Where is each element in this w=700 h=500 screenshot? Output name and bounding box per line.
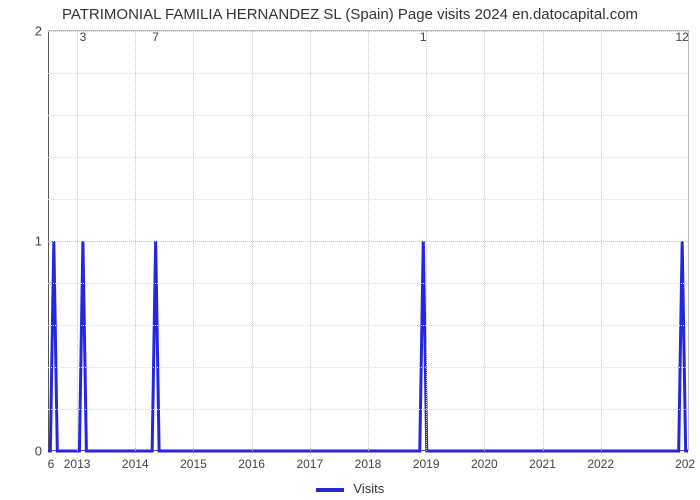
xtick-label-edge: 202	[675, 457, 695, 471]
gridline-h	[48, 31, 688, 32]
legend-swatch	[316, 488, 344, 492]
xtick-label-edge: 6	[48, 457, 55, 471]
legend-label: Visits	[353, 481, 384, 496]
chart-legend: Visits	[0, 481, 700, 496]
gridline-h-minor	[48, 115, 688, 116]
xtick-label: 2022	[587, 457, 614, 471]
ytick-label: 1	[22, 234, 42, 249]
xtick-label: 2015	[180, 457, 207, 471]
gridline-h	[48, 241, 688, 242]
xtick-label: 2016	[238, 457, 265, 471]
xtick-label: 2020	[471, 457, 498, 471]
xtick-label: 2017	[296, 457, 323, 471]
gridline-h-minor	[48, 367, 688, 368]
gridline-h-minor	[48, 199, 688, 200]
gridline-h-minor	[48, 73, 688, 74]
gridline-h-minor	[48, 157, 688, 158]
xtick-label: 2014	[122, 457, 149, 471]
xtick-label: 2013	[64, 457, 91, 471]
xtick-label: 2018	[355, 457, 382, 471]
gridline-h-minor	[48, 325, 688, 326]
gridline-h-minor	[48, 409, 688, 410]
chart-title: PATRIMONIAL FAMILIA HERNANDEZ SL (Spain)…	[0, 6, 700, 23]
ytick-label: 2	[22, 24, 42, 39]
chart-container: PATRIMONIAL FAMILIA HERNANDEZ SL (Spain)…	[0, 0, 700, 500]
ytick-label: 0	[22, 444, 42, 459]
xtick-label: 2021	[529, 457, 556, 471]
gridline-h-minor	[48, 283, 688, 284]
chart-plot-area: 2013201420152016201720182019202020212022…	[48, 30, 689, 451]
xtick-label: 2019	[413, 457, 440, 471]
